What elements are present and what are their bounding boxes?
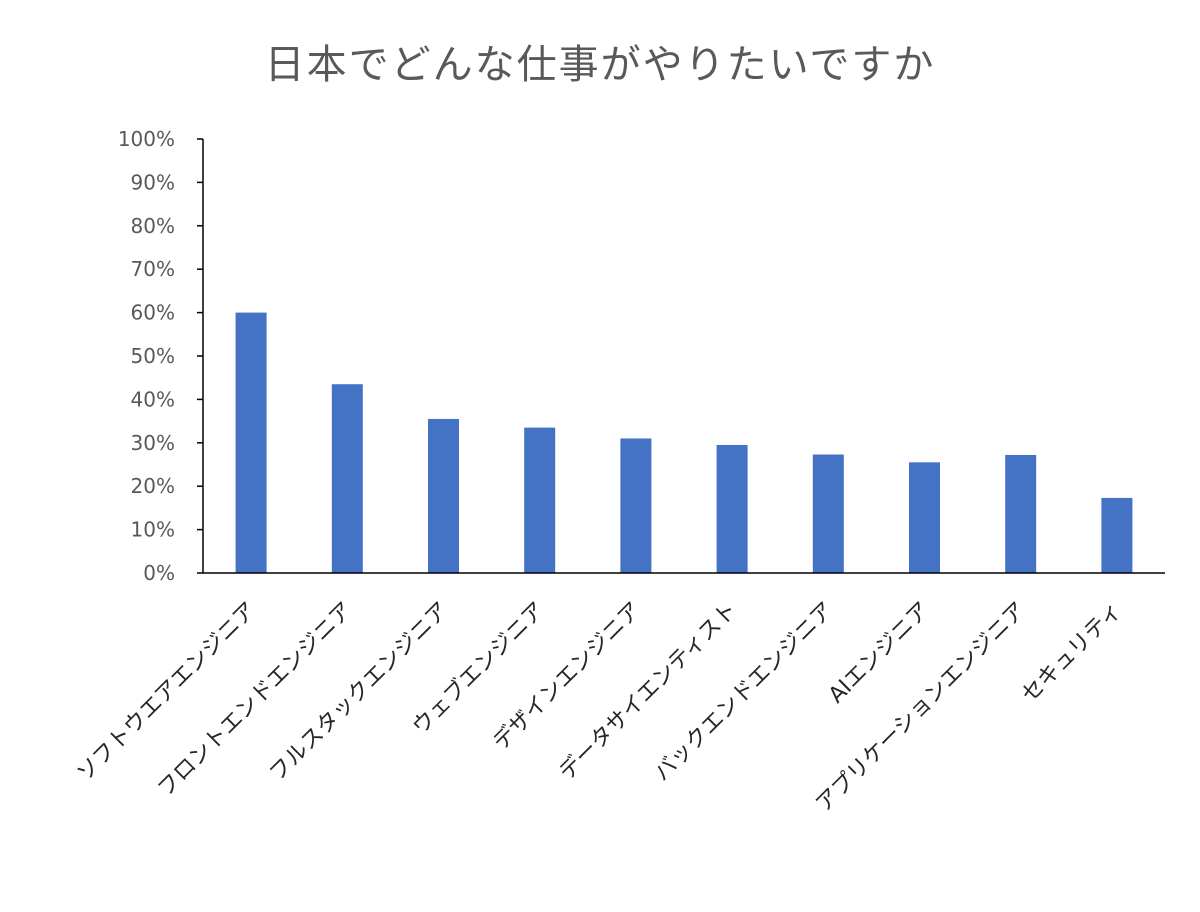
x-category-label: データサイエンティスト	[555, 598, 743, 786]
bar	[812, 454, 844, 573]
y-tick-label: 90%	[131, 170, 175, 194]
x-category-label: ソフトウエアエンジニア	[73, 598, 262, 787]
x-category-label: バックエンドエンジニア	[650, 598, 839, 787]
y-tick-label: 30%	[131, 431, 175, 455]
bar	[524, 427, 556, 573]
y-tick-label: 50%	[131, 344, 175, 368]
y-tick-label: 20%	[131, 474, 175, 498]
bar	[1101, 497, 1133, 573]
axes	[202, 139, 1165, 574]
y-tick-label: 40%	[131, 387, 175, 411]
bar	[1005, 454, 1037, 573]
x-category-label: アプリケーションエンジニア	[811, 598, 1031, 818]
bars	[235, 312, 1133, 573]
bar	[235, 312, 267, 573]
y-tick-label: 100%	[118, 127, 175, 151]
bar	[331, 384, 363, 573]
bar	[620, 438, 652, 573]
x-category-label: セキュリティ	[1017, 598, 1127, 708]
bar	[716, 444, 748, 573]
y-axis-ticks: 0% 10% 20% 30% 40% 50% 60% 70% 80% 90% 100%	[118, 127, 203, 585]
y-tick-label: 0%	[143, 561, 175, 585]
bar	[428, 418, 459, 573]
y-tick-label: 60%	[131, 301, 175, 325]
x-category-label: フルスタックエンジニア	[265, 598, 454, 787]
x-axis-labels: ソフトウエアエンジニアフロントエンドエンジニアフルスタックエンジニアウェブエンジ…	[73, 598, 1128, 818]
chart-title: 日本でどんな仕事がやりたいですか	[264, 42, 936, 88]
y-tick-label: 70%	[131, 257, 175, 281]
bar	[909, 462, 940, 573]
y-tick-label: 10%	[131, 518, 175, 542]
y-tick-label: 80%	[131, 214, 175, 238]
x-category-label: フロントエンドエンジニア	[153, 598, 357, 802]
